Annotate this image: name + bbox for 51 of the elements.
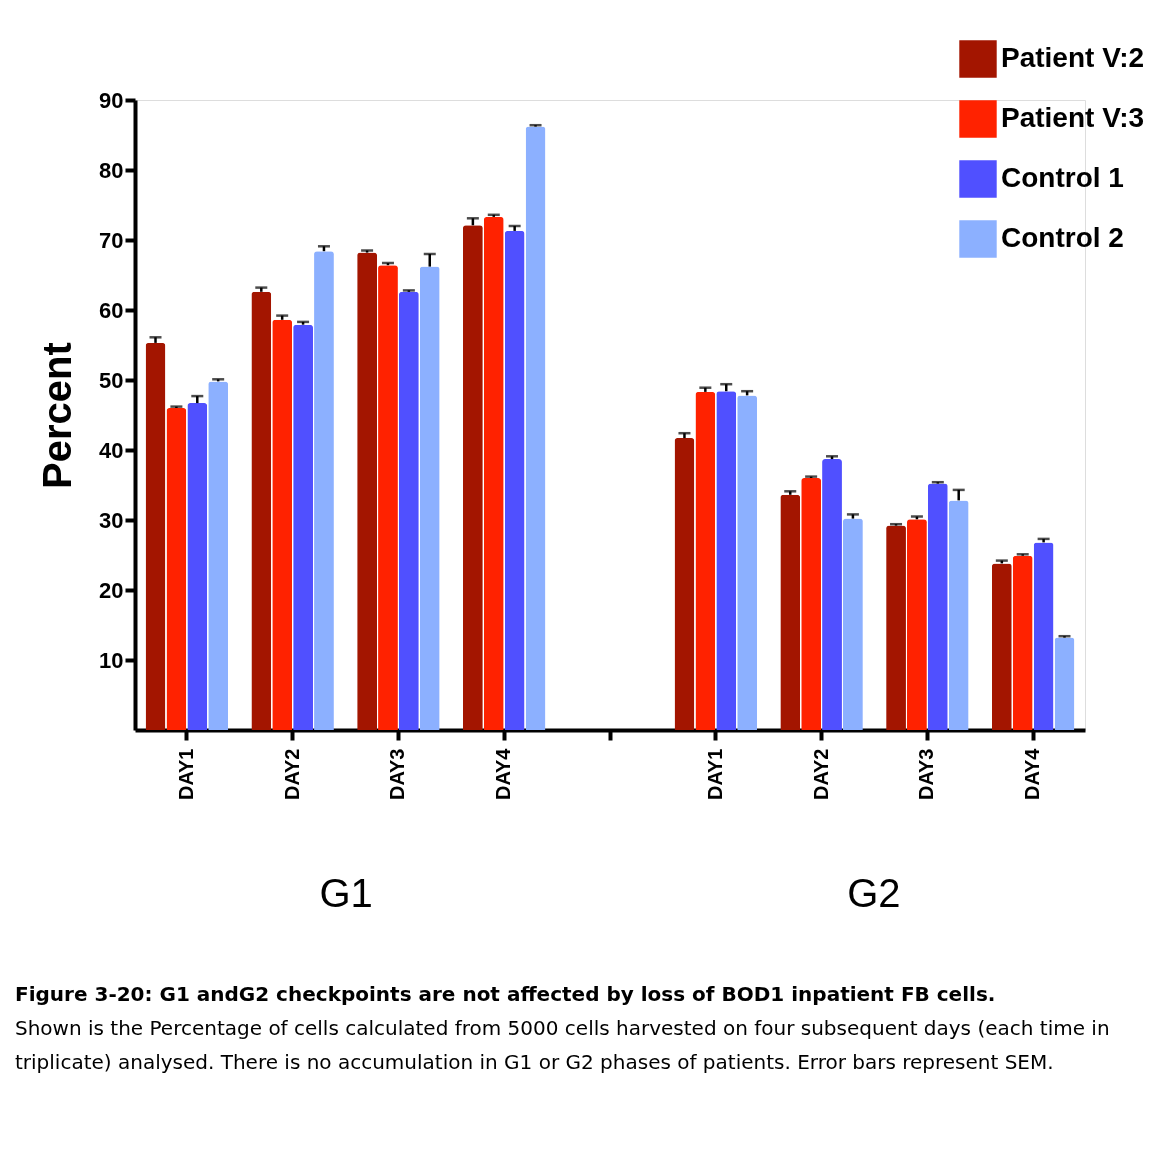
bar [886, 525, 906, 730]
bar [822, 459, 842, 730]
y-axis-title: Percent [35, 342, 80, 489]
x-tick-label: DAY2 [280, 748, 303, 801]
x-tick-label: DAY2 [809, 748, 832, 801]
bar [525, 126, 546, 730]
bar [716, 391, 737, 730]
bar [948, 500, 969, 730]
y-tick-label: 60 [99, 297, 124, 323]
bar [166, 408, 187, 730]
text: G2 [847, 871, 901, 915]
x-tick-label: DAY1 [703, 748, 726, 801]
bar [462, 225, 483, 730]
bar [187, 403, 208, 730]
bar [1054, 637, 1075, 730]
x-tick-label: DAY3 [915, 748, 938, 801]
text: G1 [319, 871, 373, 915]
y-tick-label: 80 [99, 157, 124, 183]
bar [378, 265, 398, 730]
y-tick-label: 40 [99, 437, 124, 463]
bar [208, 381, 229, 730]
bar [419, 266, 440, 730]
x-tick-label: DAY3 [386, 748, 409, 801]
x-tick-label: DAY1 [174, 748, 197, 801]
y-tick-label: 10 [99, 647, 124, 673]
bar [398, 291, 419, 730]
bar [314, 251, 334, 730]
y-tick-label: 50 [99, 367, 124, 393]
bar [145, 342, 166, 730]
text: Shown is the Percentage of cells calculated from 5000 cells harvested on four subsequent days (each time in triplicate) analysed. There is no accumulation in G1 or G2 phases of patients. Error bars represent SEM. [15, 1016, 1110, 1074]
y-tick-label: 90 [99, 87, 124, 113]
bar [1012, 555, 1033, 730]
bar [293, 324, 313, 730]
y-tick-label: 70 [99, 227, 124, 253]
y-tick-label: 30 [99, 507, 124, 533]
bar [991, 563, 1012, 730]
bar [674, 438, 695, 730]
y-tick-label: 20 [99, 577, 124, 603]
bar [483, 216, 504, 730]
x-tick-label: DAY4 [1021, 747, 1044, 801]
bar [801, 478, 822, 730]
bar [357, 252, 378, 730]
legend-label: Patient V:2 [1001, 42, 1145, 73]
caption: Figure 3-20: G1 andG2 checkpoints are not affected by loss of BOD1 inpatient FB cells. [15, 982, 996, 1006]
bar [927, 483, 948, 730]
bar [1033, 542, 1054, 730]
bar [907, 519, 927, 730]
x-tick-label: DAY4 [492, 747, 515, 801]
legend-label: Patient V:3 [1001, 102, 1145, 133]
legend-label: Control 2 [1001, 222, 1124, 253]
legend-label: Control 1 [1001, 162, 1124, 193]
